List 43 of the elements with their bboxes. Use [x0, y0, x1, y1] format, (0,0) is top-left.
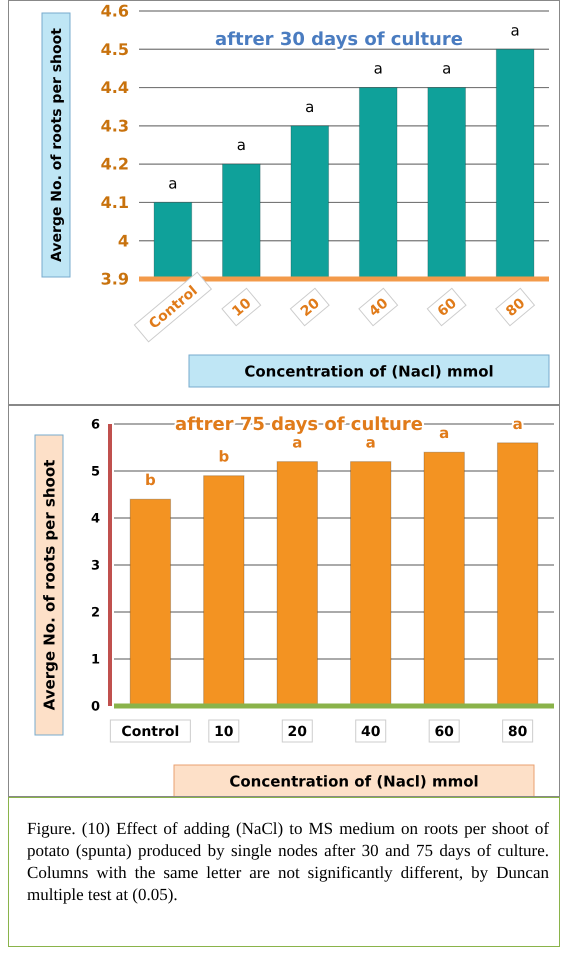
y-tick-label: 4.5: [100, 40, 129, 59]
x-tick-label: 60: [434, 295, 460, 320]
y-tick-label: 4.1: [100, 193, 129, 212]
y-tick-label: 4.6: [100, 2, 129, 21]
annotation: a: [236, 136, 246, 154]
x-tick-label: Control: [121, 724, 180, 740]
x-tick-label: 40: [366, 295, 392, 320]
y-tick-label: 4: [118, 231, 129, 250]
x-tick-label: 60: [434, 724, 454, 740]
annotation: a: [510, 21, 520, 40]
y-tick-label: 0: [90, 700, 100, 715]
x-axis-title: Concentration of (Nacl) mmol: [244, 362, 494, 380]
y-tick-label: 1: [90, 652, 100, 668]
y-tick-label: 2: [90, 606, 100, 621]
x-axis-title: Concentration of (Nacl) mmol: [229, 772, 479, 790]
x-tick-label: 20: [298, 295, 324, 320]
x-tick-label: 20: [288, 724, 308, 740]
annotation: a: [168, 174, 178, 192]
x-tick-label: 80: [508, 724, 528, 740]
annotation: a: [366, 434, 376, 452]
y-axis-title: Averge No. of roots per shoot: [40, 460, 58, 710]
x-tick-label: 10: [214, 724, 234, 740]
annotation: a: [439, 424, 450, 442]
y-tick-label: 4.3: [100, 116, 129, 136]
annotation: a: [292, 434, 302, 452]
text: aftrer 30 days of culture: [215, 29, 463, 50]
y-axis-title: Averge No. of roots per shoot: [48, 28, 65, 262]
y-tick-label: 3: [90, 558, 100, 574]
y-tick-label: 4: [90, 512, 100, 527]
y-tick-label: 3.9: [100, 270, 129, 289]
annotation: b: [218, 448, 230, 466]
y-tick-label: 4.2: [100, 154, 129, 174]
annotation: b: [144, 471, 156, 490]
annotation: a: [374, 60, 383, 78]
x-tick-label: 80: [503, 295, 528, 320]
annotation: a: [442, 60, 452, 78]
y-tick-label: 5: [90, 464, 100, 480]
x-tick-label: 40: [360, 724, 381, 740]
annotation: a: [305, 98, 314, 116]
x-tick-label: 10: [229, 295, 255, 320]
y-tick-label: 4.4: [100, 78, 129, 98]
text: Figure. (10) Effect of adding (NaCl) to MS medium on roots per shoot of potato (spunta) produced by single nodes after 30 and 75 days of culture. Columns with the same letter are not significantly different, by Duncan multiple test at (0.05).: [8, 797, 560, 948]
y-tick-label: 6: [90, 418, 100, 433]
